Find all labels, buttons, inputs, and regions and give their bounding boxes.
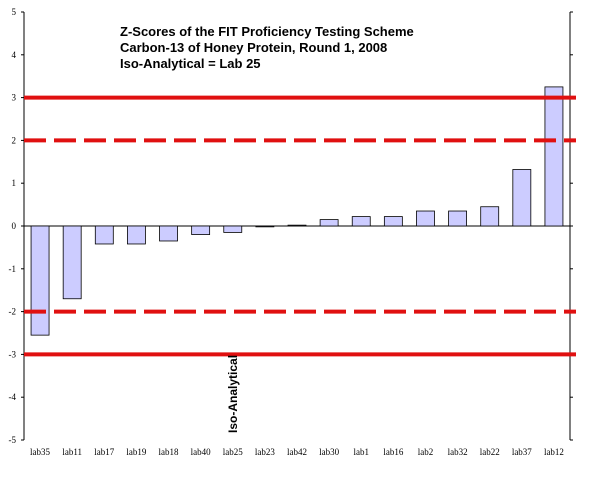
bar-lab23	[255, 225, 275, 228]
chart-title: Z-Scores of the FIT Proficiency Testing …	[120, 24, 414, 39]
y-tick-label: -3	[9, 349, 17, 359]
x-tick-label-lab37: lab37	[512, 447, 532, 457]
x-tick-label-lab19: lab19	[126, 447, 146, 457]
y-tick-label: 1	[12, 178, 17, 188]
y-tick-label: 5	[12, 7, 17, 17]
bar-lab1	[351, 216, 371, 227]
x-tick-label-lab18: lab18	[159, 447, 179, 457]
y-tick-label: 4	[12, 50, 17, 60]
x-tick-label-lab17: lab17	[94, 447, 114, 457]
bar-lab40	[191, 225, 211, 235]
bar-lab16	[383, 216, 403, 227]
chart-subtitle: Carbon-13 of Honey Protein, Round 1, 200…	[120, 40, 388, 55]
y-tick-label: -1	[9, 264, 17, 274]
bar-lab11	[62, 225, 82, 300]
bar-lab19	[127, 225, 146, 245]
x-tick-label-lab16: lab16	[383, 447, 403, 457]
bar-lab32	[448, 210, 467, 227]
x-tick-label-lab22: lab22	[480, 447, 500, 457]
y-tick-label: -2	[9, 307, 17, 317]
x-tick-label-lab30: lab30	[319, 447, 339, 457]
x-tick-label-lab12: lab12	[544, 447, 564, 457]
y-tick-label: -4	[9, 392, 17, 402]
x-tick-label-lab35: lab35	[30, 447, 50, 457]
y-tick-label: 0	[12, 221, 17, 231]
bar-lab17	[94, 225, 114, 245]
chart-title-block: Z-Scores of the FIT Proficiency Testing …	[120, 24, 414, 72]
bar-lab30	[319, 219, 339, 227]
x-tick-label-lab25: lab25	[223, 447, 243, 457]
bar-lab18	[159, 225, 178, 242]
bar-lab2	[416, 210, 435, 227]
bar-lab42	[287, 224, 307, 227]
bar-lab25	[223, 225, 243, 233]
x-tick-label-lab42: lab42	[287, 447, 307, 457]
bar-lab35	[30, 225, 50, 336]
chart-note: Iso-Analytical = Lab 25	[120, 56, 261, 71]
x-tick-label-lab23: lab23	[255, 447, 275, 457]
y-tick-label: 3	[12, 93, 17, 103]
bar-lab37	[512, 169, 532, 227]
y-tick-label: 2	[12, 135, 17, 145]
x-tick-label-lab11: lab11	[62, 447, 82, 457]
x-tick-label-lab32: lab32	[448, 447, 468, 457]
bar-lab22	[480, 206, 500, 227]
iso-analytical-annotation: Iso-Analytical	[225, 354, 240, 433]
y-tick-label: -5	[9, 435, 17, 445]
x-tick-label-lab40: lab40	[191, 447, 211, 457]
bar-lab12	[544, 86, 564, 227]
x-tick-label-lab1: lab1	[353, 447, 369, 457]
x-tick-label-lab2: lab2	[418, 447, 434, 457]
